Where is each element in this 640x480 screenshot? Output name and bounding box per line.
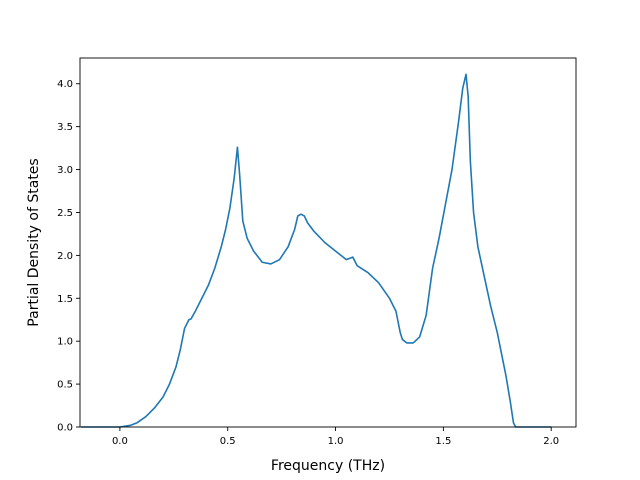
y-tick-label: 2.0: [57, 251, 73, 262]
plot-frame: [79, 57, 577, 428]
x-axis-ticks: 0.0 0.5 1.0 1.5 2.0: [112, 427, 559, 447]
y-tick-label: 3.0: [57, 165, 73, 176]
y-tick-label: 0.5: [57, 380, 73, 391]
y-axis-ticks: 0.0 0.5 1.0 1.5 2.0 2.5 3.0 3.5 4.0: [57, 79, 80, 434]
x-tick-label: 1.5: [435, 436, 451, 447]
x-tick-label: 2.0: [543, 436, 559, 447]
pdos-line: [81, 73, 552, 428]
y-axis-label: Partial Density of States: [26, 158, 42, 326]
y-tick-label: 1.5: [57, 294, 73, 305]
x-tick-label: 0.5: [220, 436, 236, 447]
plot-background: [80, 58, 576, 427]
y-tick-label: 4.0: [57, 79, 73, 90]
y-tick-label: 2.5: [57, 208, 73, 219]
y-tick-label: 0.0: [57, 423, 73, 434]
y-tick-label: 3.5: [57, 122, 73, 133]
y-tick-label: 1.0: [57, 337, 73, 348]
x-tick-label: 1.0: [328, 436, 344, 447]
x-axis-label: Frequency (THz): [271, 458, 385, 474]
x-tick-label: 0.0: [112, 436, 128, 447]
